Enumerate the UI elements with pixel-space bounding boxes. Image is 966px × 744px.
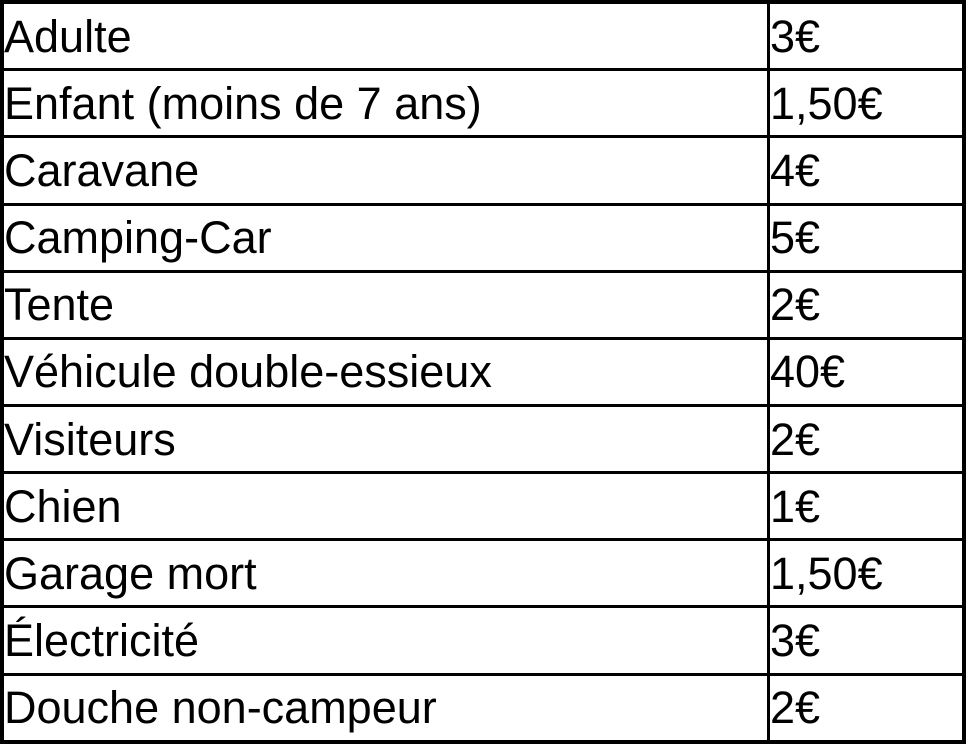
item-price: 3€ bbox=[767, 605, 966, 676]
table-row: Camping-Car 5€ bbox=[0, 202, 966, 273]
item-price: 2€ bbox=[767, 269, 966, 340]
table-row: Tente 2€ bbox=[0, 269, 966, 340]
table-row: Visiteurs 2€ bbox=[0, 404, 966, 475]
item-price: 3€ bbox=[767, 0, 966, 72]
table-row: Douche non-campeur 2€ bbox=[0, 672, 966, 744]
item-price: 1,50€ bbox=[767, 538, 966, 609]
table-row: Garage mort 1,50€ bbox=[0, 538, 966, 609]
item-label: Douche non-campeur bbox=[0, 672, 770, 744]
item-price: 4€ bbox=[767, 135, 966, 206]
item-price: 1,50€ bbox=[767, 68, 966, 139]
item-label: Adulte bbox=[0, 0, 770, 72]
item-price: 2€ bbox=[767, 672, 966, 744]
table-row: Électricité 3€ bbox=[0, 605, 966, 676]
item-label: Camping-Car bbox=[0, 202, 770, 273]
item-label: Visiteurs bbox=[0, 404, 770, 475]
item-label: Véhicule double-essieux bbox=[0, 336, 770, 408]
item-label: Électricité bbox=[0, 605, 770, 676]
item-label: Enfant (moins de 7 ans) bbox=[0, 68, 770, 139]
item-label: Chien bbox=[0, 471, 770, 542]
item-price: 2€ bbox=[767, 404, 966, 475]
item-label: Tente bbox=[0, 269, 770, 340]
table-row: Enfant (moins de 7 ans) 1,50€ bbox=[0, 68, 966, 139]
item-price: 5€ bbox=[767, 202, 966, 273]
table-row: Chien 1€ bbox=[0, 471, 966, 542]
table-row: Véhicule double-essieux 40€ bbox=[0, 336, 966, 408]
item-price: 1€ bbox=[767, 471, 966, 542]
item-price: 40€ bbox=[767, 336, 966, 408]
item-label: Garage mort bbox=[0, 538, 770, 609]
table-row: Adulte 3€ bbox=[0, 0, 966, 72]
table-row: Caravane 4€ bbox=[0, 135, 966, 206]
item-label: Caravane bbox=[0, 135, 770, 206]
